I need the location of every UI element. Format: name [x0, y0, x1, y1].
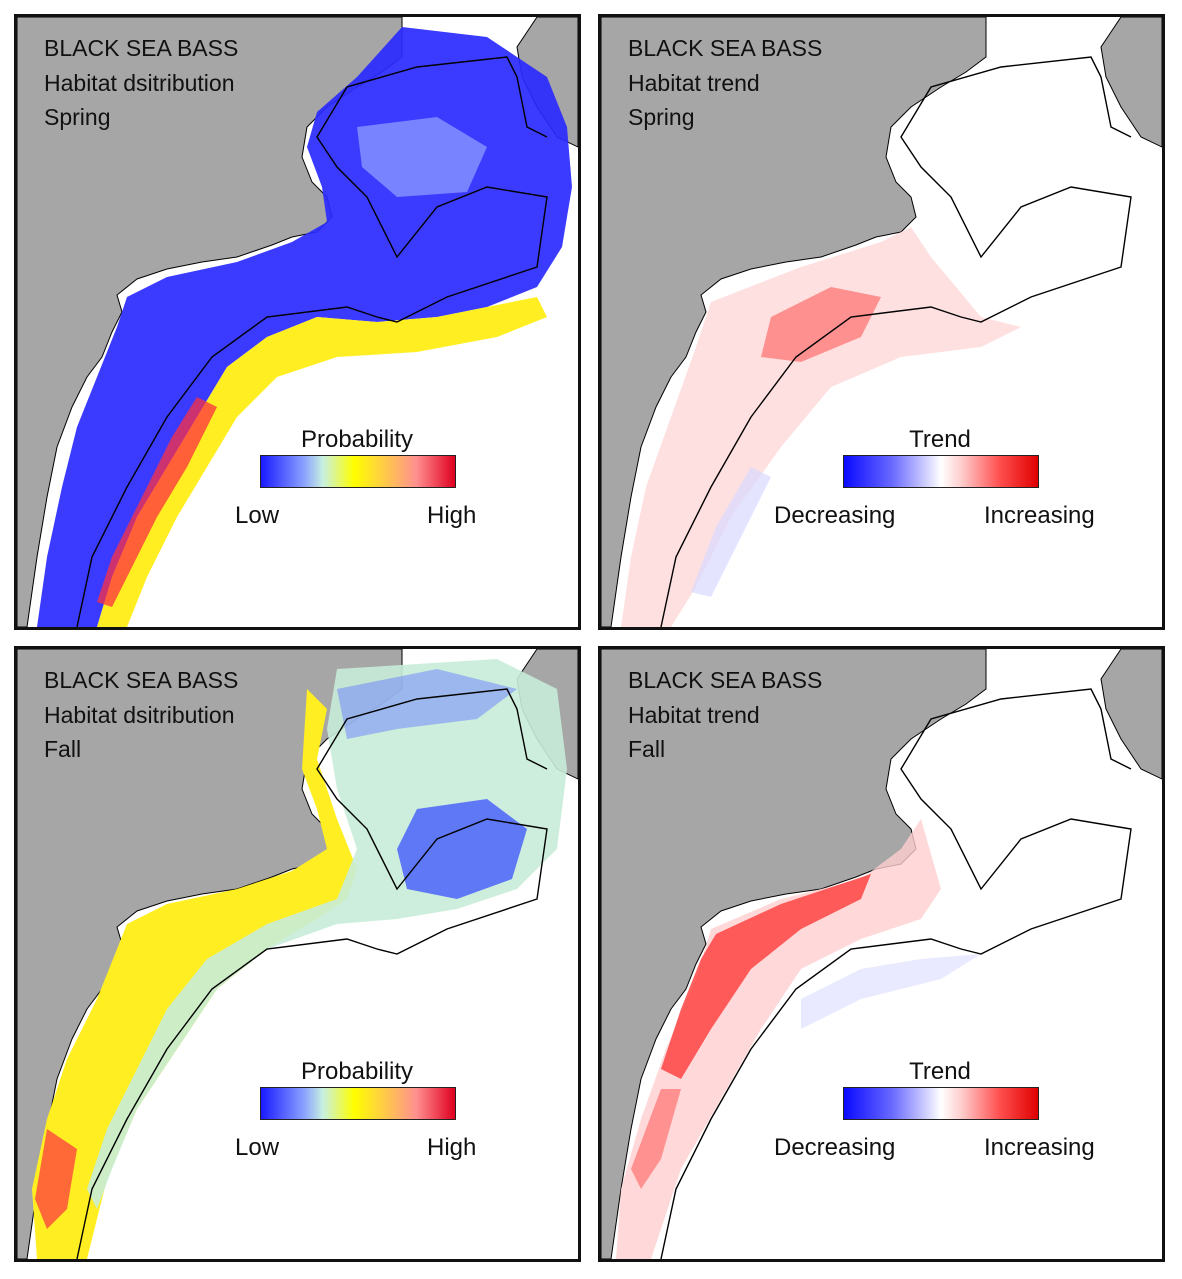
- panel-spring-trend: BLACK SEA BASS Habitat trend Spring Tren…: [598, 14, 1165, 630]
- trend-light: [616, 819, 941, 1259]
- legend-title: Trend: [909, 426, 971, 453]
- trend-decrease: [801, 954, 981, 1029]
- shelf-contour: [660, 56, 1132, 627]
- trend-decrease: [691, 467, 771, 597]
- legend-title: Probability: [300, 426, 414, 453]
- legend-colorbar: [260, 1087, 456, 1120]
- legend-low-label: Decreasing: [774, 1134, 896, 1161]
- panel-fall-distribution: BLACK SEA BASS Habitat dsitribution Fall…: [14, 646, 581, 1262]
- panel-spring-distribution: BLACK SEA BASS Habitat dsitribution Spri…: [14, 14, 581, 630]
- legend-low-label: Decreasing: [774, 502, 896, 529]
- shelf-contour: [76, 688, 548, 1259]
- panel-title: BLACK SEA BASS: [628, 35, 823, 61]
- legend-colorbar: [843, 455, 1039, 488]
- land-east: [1100, 649, 1162, 780]
- habitat-light: [357, 117, 487, 197]
- habitat-pale: [87, 659, 567, 1209]
- panel-title: BLACK SEA BASS: [44, 667, 239, 693]
- habitat-red: [35, 1129, 77, 1229]
- map-fall-distribution: [17, 649, 578, 1259]
- panel-season: Fall: [628, 736, 666, 762]
- legend-low-label: Low: [235, 1134, 280, 1161]
- panel-season: Spring: [628, 104, 695, 130]
- map-spring-distribution: [17, 17, 578, 627]
- legend-high-label: High: [427, 1134, 477, 1161]
- panel-subtitle: Habitat dsitribution: [44, 702, 235, 728]
- trend-red: [661, 874, 871, 1079]
- shelf-contour: [76, 56, 548, 627]
- panel-title: BLACK SEA BASS: [44, 35, 239, 61]
- land-east: [1100, 17, 1162, 148]
- trend-red: [761, 287, 881, 362]
- legend-colorbar: [260, 455, 456, 488]
- land-mass: [601, 649, 987, 1259]
- legend-title: Trend: [909, 1058, 971, 1085]
- panel-season: Spring: [44, 104, 111, 130]
- panel-subtitle: Habitat trend: [628, 70, 760, 96]
- legend-high-label: High: [427, 502, 477, 529]
- land-mass: [601, 17, 987, 627]
- panel-fall-trend: BLACK SEA BASS Habitat trend Fall Trend …: [598, 646, 1165, 1262]
- map-fall-trend: [601, 649, 1162, 1259]
- trend-red-2: [631, 1089, 681, 1189]
- habitat-blue: [397, 799, 527, 899]
- legend-high-label: Increasing: [984, 1134, 1095, 1161]
- habitat-red: [97, 397, 217, 607]
- legend-low-label: Low: [235, 502, 280, 529]
- panel-season: Fall: [44, 736, 82, 762]
- panel-title: BLACK SEA BASS: [628, 667, 823, 693]
- legend-colorbar: [843, 1087, 1039, 1120]
- map-spring-trend: [601, 17, 1162, 627]
- panel-subtitle: Habitat dsitribution: [44, 70, 235, 96]
- legend-title: Probability: [300, 1058, 414, 1085]
- panel-subtitle: Habitat trend: [628, 702, 760, 728]
- habitat-blue-north: [337, 669, 517, 739]
- legend-high-label: Increasing: [984, 502, 1095, 529]
- shelf-contour: [660, 688, 1132, 1259]
